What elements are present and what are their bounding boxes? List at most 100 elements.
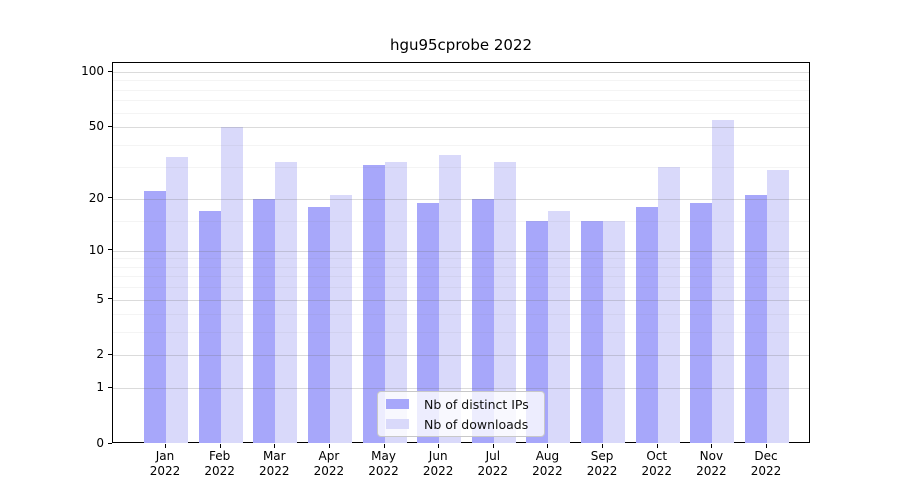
bar-distinct-ips-apr xyxy=(307,206,330,443)
x-label-month: Dec xyxy=(754,449,778,463)
legend-label: Nb of downloads xyxy=(424,416,529,432)
x-label-year: 2022 xyxy=(750,464,782,478)
y-axis-tick-label: 20 xyxy=(88,190,104,205)
y-axis-tick xyxy=(108,197,112,199)
x-label-month: Feb xyxy=(209,449,231,463)
y-axis-tick xyxy=(108,125,112,127)
x-label-year: 2022 xyxy=(477,464,509,478)
bar-distinct-ips-aug xyxy=(526,220,549,443)
x-label-month: Mar xyxy=(262,449,286,463)
x-label-year: 2022 xyxy=(204,464,235,478)
bar-distinct-ips-oct xyxy=(635,206,658,443)
x-axis-tick-label: Oct 2022 xyxy=(627,449,687,479)
minor-gridline xyxy=(113,89,809,91)
x-label-month: Apr xyxy=(318,449,340,463)
x-axis-tick xyxy=(438,444,440,448)
bar-downloads-mar xyxy=(275,162,298,443)
x-label-year: 2022 xyxy=(422,464,454,478)
x-label-year: 2022 xyxy=(532,464,563,478)
plot-area xyxy=(112,62,810,443)
bar-downloads-apr xyxy=(329,194,352,443)
x-axis-tick-label: Sep 2022 xyxy=(572,449,632,479)
legend-label: Nb of distinct IPs xyxy=(424,396,529,412)
minor-gridline xyxy=(113,167,809,169)
y-axis-tick-label: 100 xyxy=(81,64,104,79)
x-axis-tick xyxy=(656,444,658,448)
minor-gridline xyxy=(113,258,809,260)
x-axis-tick xyxy=(711,444,713,448)
minor-gridline xyxy=(113,144,809,146)
x-label-year: 2022 xyxy=(641,464,672,478)
bar-downloads-jul xyxy=(493,162,516,443)
x-label-year: 2022 xyxy=(258,464,290,478)
bar-downloads-feb xyxy=(220,127,243,443)
major-gridline xyxy=(113,250,809,252)
bar-downloads-dec xyxy=(766,169,789,443)
y-axis-tick xyxy=(108,70,112,72)
x-label-month: Sep xyxy=(590,449,614,463)
legend-swatch-distinct-ips xyxy=(386,399,409,409)
major-gridline xyxy=(113,127,809,129)
x-axis-tick xyxy=(547,444,549,448)
y-axis-tick-label: 10 xyxy=(88,242,104,257)
x-label-year: 2022 xyxy=(368,464,399,478)
y-axis-tick-label: 50 xyxy=(88,119,104,134)
x-axis-tick-label: May 2022 xyxy=(354,449,414,479)
bar-distinct-ips-sep xyxy=(581,220,604,443)
bar-downloads-jan xyxy=(166,157,188,443)
bar-distinct-ips-nov xyxy=(690,202,713,443)
bar-distinct-ips-feb xyxy=(198,211,221,443)
x-label-year: 2022 xyxy=(586,464,618,478)
minor-gridline xyxy=(113,220,809,222)
x-label-month: Oct xyxy=(646,449,668,463)
x-axis-tick-label: Mar 2022 xyxy=(244,449,304,479)
x-axis-tick xyxy=(602,444,604,448)
bar-downloads-sep xyxy=(603,220,626,443)
bar-downloads-aug xyxy=(548,211,571,443)
x-axis-tick-label: Nov 2022 xyxy=(681,449,741,479)
x-label-year: 2022 xyxy=(313,464,345,478)
minor-gridline xyxy=(113,100,809,102)
x-axis-tick xyxy=(765,444,767,448)
x-axis-tick xyxy=(219,444,221,448)
x-axis-tick-label: Apr 2022 xyxy=(299,449,359,479)
minor-gridline xyxy=(113,276,809,278)
y-axis-tick xyxy=(108,442,112,444)
major-gridline xyxy=(113,72,809,74)
y-axis-tick-label: 2 xyxy=(96,347,104,362)
x-label-month: Jul xyxy=(485,449,501,463)
bar-downloads-oct xyxy=(657,167,680,443)
y-axis-tick-label: 1 xyxy=(96,380,104,395)
x-label-month: Jan xyxy=(155,449,175,463)
x-axis-tick xyxy=(383,444,385,448)
x-label-year: 2022 xyxy=(696,464,727,478)
x-axis-tick-label: Aug 2022 xyxy=(517,449,577,479)
x-axis-tick xyxy=(274,444,276,448)
x-label-month: Jun xyxy=(428,449,448,463)
minor-gridline xyxy=(113,112,809,114)
legend: Nb of distinct IPs Nb of downloads xyxy=(377,391,545,437)
x-axis-tick-label: Jan 2022 xyxy=(135,449,195,479)
major-gridline xyxy=(113,388,809,390)
x-axis-tick-label: Dec 2022 xyxy=(736,449,796,479)
y-axis-tick xyxy=(108,386,112,388)
x-axis-tick xyxy=(165,444,166,448)
bar-distinct-ips-mar xyxy=(253,198,276,443)
x-axis-tick xyxy=(328,444,330,448)
legend-swatch-downloads xyxy=(386,419,409,429)
x-label-month: Aug xyxy=(535,449,560,463)
minor-gridline xyxy=(113,314,809,316)
minor-gridline xyxy=(113,80,809,82)
minor-gridline xyxy=(113,332,809,334)
x-label-year: 2022 xyxy=(149,464,181,478)
minor-gridline xyxy=(113,266,809,268)
major-gridline xyxy=(113,198,809,200)
x-axis-tick-label: Feb 2022 xyxy=(190,449,250,479)
bar-downloads-jun xyxy=(439,155,462,443)
x-label-month: May xyxy=(371,449,396,463)
major-gridline xyxy=(113,355,809,357)
y-axis-tick xyxy=(108,298,112,300)
major-gridline xyxy=(113,299,809,301)
bar-distinct-ips-jun xyxy=(417,202,440,443)
